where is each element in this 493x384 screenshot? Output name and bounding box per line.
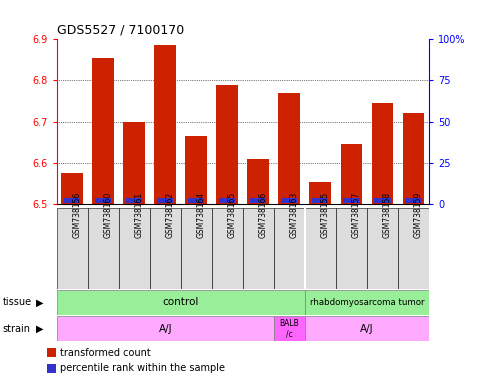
Text: A/J: A/J (360, 323, 374, 334)
Bar (403, 113, 424, 204)
Text: GSM738165: GSM738165 (227, 192, 236, 238)
Text: rhabdomyosarcoma tumor: rhabdomyosarcoma tumor (310, 298, 424, 307)
Text: ▶: ▶ (35, 297, 43, 308)
Bar (150, 208, 181, 289)
Bar (126, 198, 142, 203)
Text: GSM738156: GSM738156 (72, 192, 81, 238)
Bar (374, 198, 390, 203)
Bar (64, 198, 80, 203)
Bar (310, 182, 331, 204)
Text: GSM738155: GSM738155 (320, 192, 329, 238)
Text: A/J: A/J (158, 323, 172, 334)
Text: GSM738166: GSM738166 (258, 192, 267, 238)
Bar (216, 84, 238, 204)
Bar (343, 198, 359, 203)
Text: GSM738158: GSM738158 (383, 192, 391, 238)
Bar (95, 198, 111, 203)
Text: GSM738161: GSM738161 (134, 192, 143, 238)
Text: transformed count: transformed count (60, 348, 151, 358)
Text: GSM738164: GSM738164 (196, 192, 205, 238)
Text: GSM738163: GSM738163 (289, 192, 298, 238)
Bar (312, 198, 328, 203)
Bar (367, 208, 398, 289)
Bar (185, 136, 207, 204)
Bar (398, 208, 429, 289)
Text: percentile rank within the sample: percentile rank within the sample (60, 363, 225, 374)
Bar (47, 348, 56, 358)
Bar (57, 290, 305, 315)
Bar (212, 208, 243, 289)
Bar (250, 198, 266, 203)
Bar (154, 45, 176, 204)
Bar (341, 144, 362, 204)
Text: GDS5527 / 7100170: GDS5527 / 7100170 (57, 23, 184, 36)
Bar (305, 208, 336, 289)
Bar (157, 198, 174, 203)
Bar (57, 208, 88, 289)
Bar (405, 198, 422, 203)
Text: GSM738160: GSM738160 (103, 192, 112, 238)
Bar (279, 93, 300, 204)
Bar (274, 208, 305, 289)
Bar (219, 198, 236, 203)
Bar (243, 208, 274, 289)
Bar (119, 208, 150, 289)
Bar (305, 290, 429, 315)
Bar (336, 208, 367, 289)
Bar (123, 122, 145, 204)
Text: control: control (163, 297, 199, 308)
Bar (188, 198, 205, 203)
Bar (305, 316, 429, 341)
Bar (88, 208, 119, 289)
Text: BALB
/c: BALB /c (280, 319, 299, 338)
Text: strain: strain (2, 323, 31, 334)
Bar (92, 58, 114, 204)
Text: tissue: tissue (2, 297, 32, 308)
Bar (181, 208, 212, 289)
Text: GSM738157: GSM738157 (352, 192, 360, 238)
Bar (247, 159, 269, 204)
Text: ▶: ▶ (35, 323, 43, 334)
Text: GSM738162: GSM738162 (165, 192, 174, 238)
Bar (61, 173, 83, 204)
Bar (372, 103, 393, 204)
Bar (47, 364, 56, 373)
Bar (57, 316, 274, 341)
Text: GSM738159: GSM738159 (414, 192, 423, 238)
Bar (281, 198, 297, 203)
Bar (274, 316, 305, 341)
